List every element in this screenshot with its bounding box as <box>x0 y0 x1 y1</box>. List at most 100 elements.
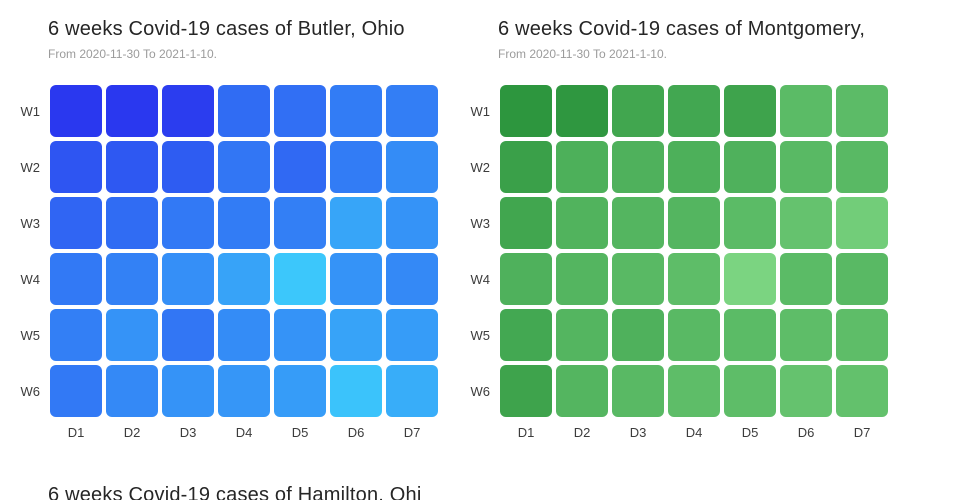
x-axis-label: D3 <box>629 425 647 440</box>
heatmap-cell[interactable] <box>612 141 664 193</box>
heatmap-cell[interactable] <box>556 253 608 305</box>
heatmap-cell[interactable] <box>836 197 888 249</box>
heatmap-cell[interactable] <box>50 141 102 193</box>
y-axis-label: W4 <box>470 271 491 287</box>
heatmap-cell[interactable] <box>668 309 720 361</box>
heatmap-cell[interactable] <box>50 85 102 137</box>
chart-title: 6 weeks Covid-19 cases of Butler, Ohio <box>48 18 405 40</box>
heatmap-cell[interactable] <box>162 309 214 361</box>
heatmap-cell[interactable] <box>218 141 270 193</box>
heatmap-cell[interactable] <box>500 141 552 193</box>
x-axis-label: D4 <box>685 425 703 440</box>
heatmap-cell[interactable] <box>274 197 326 249</box>
heatmap-cell[interactable] <box>724 309 776 361</box>
heatmap-cell[interactable] <box>836 365 888 417</box>
heatmap-cell[interactable] <box>330 197 382 249</box>
heatmap-cell[interactable] <box>106 365 158 417</box>
heatmap-cell[interactable] <box>612 85 664 137</box>
heatmap-cell[interactable] <box>274 253 326 305</box>
heatmap-cell[interactable] <box>780 197 832 249</box>
heatmap-cell[interactable] <box>668 365 720 417</box>
heatmap-cell[interactable] <box>668 253 720 305</box>
heatmap-cell[interactable] <box>218 197 270 249</box>
heatmap-cell[interactable] <box>330 85 382 137</box>
heatmap-cell[interactable] <box>780 309 832 361</box>
heatmap-cell[interactable] <box>274 141 326 193</box>
heatmap-cell[interactable] <box>386 197 438 249</box>
heatmap-cell[interactable] <box>162 197 214 249</box>
heatmap-cell[interactable] <box>556 85 608 137</box>
heatmap-cell[interactable] <box>724 141 776 193</box>
heatmap-cell[interactable] <box>836 309 888 361</box>
y-axis-label: W5 <box>20 327 41 343</box>
heatmap-cell[interactable] <box>780 85 832 137</box>
heatmap-cell[interactable] <box>330 141 382 193</box>
heatmap-cell[interactable] <box>162 253 214 305</box>
y-axis-label: W4 <box>20 271 41 287</box>
heatmap-cell[interactable] <box>780 253 832 305</box>
heatmap-cell[interactable] <box>162 85 214 137</box>
heatmap-cell[interactable] <box>724 197 776 249</box>
heatmap-cell[interactable] <box>162 365 214 417</box>
heatmap-cell[interactable] <box>274 309 326 361</box>
heatmap-cell[interactable] <box>724 365 776 417</box>
heatmap-cell[interactable] <box>612 365 664 417</box>
x-axis-labels: D1 D2 D3 D4 D5 D6 D7 <box>50 425 480 440</box>
heatmap-cell[interactable] <box>500 197 552 249</box>
heatmap-cell[interactable] <box>386 85 438 137</box>
heatmap-cell[interactable] <box>162 141 214 193</box>
heatmap-cell[interactable] <box>780 365 832 417</box>
heatmap-cell[interactable] <box>724 253 776 305</box>
x-axis-label: D5 <box>741 425 759 440</box>
heatmap-cell[interactable] <box>218 253 270 305</box>
heatmap-cell[interactable] <box>106 253 158 305</box>
heatmap-cell[interactable] <box>556 141 608 193</box>
heatmap-cell[interactable] <box>274 365 326 417</box>
heatmap-cell[interactable] <box>106 85 158 137</box>
heatmap-cell[interactable] <box>330 309 382 361</box>
heatmap-cell[interactable] <box>556 309 608 361</box>
heatmap-cell[interactable] <box>836 85 888 137</box>
y-axis-label: W3 <box>20 215 41 231</box>
heatmap-cell[interactable] <box>218 309 270 361</box>
heatmap-cell[interactable] <box>500 309 552 361</box>
heatmap-cell[interactable] <box>106 197 158 249</box>
heatmap-cell[interactable] <box>500 365 552 417</box>
heatmap-cell[interactable] <box>500 85 552 137</box>
heatmap-cell[interactable] <box>612 197 664 249</box>
heatmap-cell[interactable] <box>386 365 438 417</box>
heatmap-cell[interactable] <box>386 253 438 305</box>
heatmap-cell[interactable] <box>724 85 776 137</box>
y-axis-label: W6 <box>470 383 491 399</box>
heatmap-cell[interactable] <box>500 253 552 305</box>
heatmap-cell[interactable] <box>556 365 608 417</box>
heatmap-cell[interactable] <box>50 197 102 249</box>
heatmap-cell[interactable] <box>612 253 664 305</box>
heatmap-cell[interactable] <box>780 141 832 193</box>
x-axis-label: D7 <box>853 425 871 440</box>
heatmap-cell[interactable] <box>274 85 326 137</box>
heatmap-cell[interactable] <box>836 253 888 305</box>
heatmap-cell[interactable] <box>106 141 158 193</box>
heatmap-cell[interactable] <box>668 85 720 137</box>
heatmap-cell[interactable] <box>386 141 438 193</box>
x-axis-label: D6 <box>797 425 815 440</box>
heatmap-cell[interactable] <box>668 197 720 249</box>
heatmap-cell[interactable] <box>612 309 664 361</box>
heatmap-cell[interactable] <box>668 141 720 193</box>
heatmap-cell[interactable] <box>50 365 102 417</box>
heatmap-cell[interactable] <box>106 309 158 361</box>
heatmap-cell[interactable] <box>386 309 438 361</box>
heatmap-cell[interactable] <box>218 85 270 137</box>
heatmap-cell[interactable] <box>836 141 888 193</box>
heatmap-cell[interactable] <box>50 253 102 305</box>
heatmap-cell[interactable] <box>50 309 102 361</box>
y-axis-labels: W1 W2 W3 W4 W5 W6 <box>458 85 500 417</box>
heatmap-cell[interactable] <box>218 365 270 417</box>
heatmap-grid <box>500 85 888 417</box>
y-axis-label: W1 <box>20 103 41 119</box>
heatmap-cell[interactable] <box>330 365 382 417</box>
heatmap-cell[interactable] <box>330 253 382 305</box>
heatmap-cell[interactable] <box>556 197 608 249</box>
